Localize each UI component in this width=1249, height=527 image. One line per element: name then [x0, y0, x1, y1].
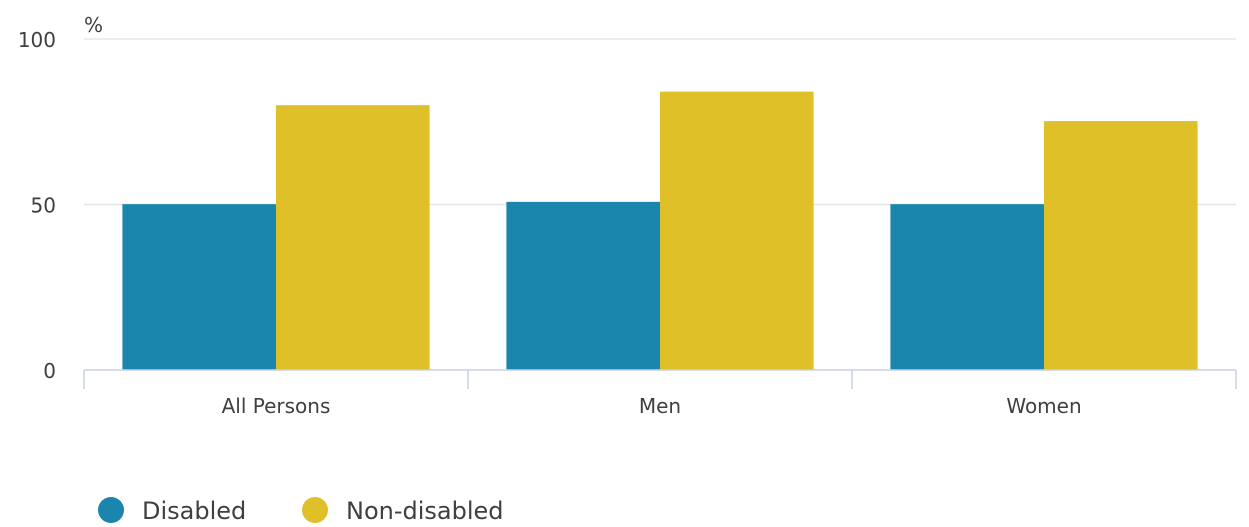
y-unit-label: %	[84, 13, 103, 37]
x-category-label: Women	[1006, 394, 1081, 418]
x-axis: All Persons Men Women	[83, 369, 1237, 418]
y-tick-label: 50	[31, 194, 56, 218]
y-tick-label: 0	[43, 359, 56, 383]
bar-disabled-all-persons[interactable]	[122, 204, 277, 370]
bar-non-disabled-men[interactable]	[660, 91, 814, 370]
y-tick-label: 100	[18, 28, 56, 52]
bar-disabled-women[interactable]	[890, 204, 1044, 370]
legend-swatch-icon	[98, 497, 124, 523]
legend-item-disabled[interactable]: Disabled	[98, 497, 246, 525]
legend-item-non-disabled[interactable]: Non-disabled	[302, 497, 504, 525]
bar-disabled-men[interactable]	[506, 201, 660, 370]
legend-swatch-icon	[302, 497, 328, 523]
bar-non-disabled-all-persons[interactable]	[276, 105, 430, 370]
bars	[122, 91, 1198, 370]
x-category-label: Men	[639, 394, 681, 418]
legend[interactable]: Disabled Non-disabled	[98, 497, 504, 525]
bar-non-disabled-women[interactable]	[1044, 121, 1198, 370]
legend-label: Non-disabled	[346, 497, 504, 525]
y-axis-ticks: 0 50 100	[18, 28, 56, 383]
legend-label: Disabled	[142, 497, 246, 525]
x-category-label: All Persons	[222, 394, 331, 418]
